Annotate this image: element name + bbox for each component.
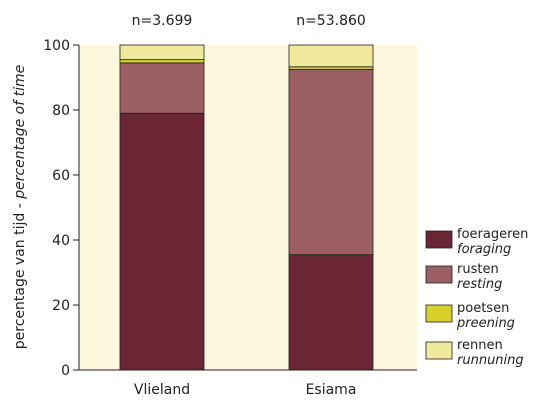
y-tick-label: 20 [52, 298, 70, 314]
y-tick-label: 0 [61, 363, 70, 379]
sample-size-labels-group: n=3.699 n=53.860 [132, 13, 366, 29]
y-axis-label-separator: - [12, 199, 28, 213]
y-axis-label: percentage van tijd - percentage of time [12, 65, 28, 350]
y-tick-label: 40 [52, 233, 70, 249]
legend-label-english: resting [457, 277, 502, 292]
bar-segment-runnuning-vlieland [119, 44, 205, 61]
y-tick-label: 60 [52, 168, 70, 184]
legend-swatch-preening [425, 304, 453, 323]
sample-size-label: n=53.860 [296, 13, 366, 29]
bar-segment-resting-esiama [288, 68, 374, 256]
legend-label: rusten [457, 262, 499, 277]
legend-label: rennen [457, 338, 503, 353]
x-tick-label: Vlieland [134, 382, 190, 398]
bars-group [119, 44, 374, 371]
bar-segment-resting-vlieland [119, 62, 205, 114]
y-tick-label: 80 [52, 103, 70, 119]
legend-label-english: foraging [457, 242, 511, 257]
axes-group [78, 45, 417, 371]
bar-segment-foraging-esiama [288, 254, 374, 371]
legend-swatch-runnuning [425, 341, 453, 360]
y-tick-label: 100 [43, 38, 70, 54]
bar-segment-preening-vlieland [119, 59, 205, 64]
bar-segment-foraging-vlieland [119, 112, 205, 371]
legend-label-english: runnuning [457, 353, 524, 368]
legend-label: foerageren [457, 227, 528, 242]
bar-segment-runnuning-esiama [288, 44, 374, 68]
legend-swatch-foraging [425, 230, 453, 249]
y-axis-label-italic: percentage of time [12, 65, 28, 200]
legend-label-english: preening [456, 316, 515, 331]
sample-size-label: n=3.699 [132, 13, 193, 29]
x-tick-label: Esiama [306, 382, 357, 398]
y-ticks-group: 0 20 40 60 80 100 [43, 38, 79, 379]
legend-swatch-resting [425, 265, 453, 284]
legend-label: poetsen [457, 301, 509, 316]
y-axis-label-main: percentage van tijd [12, 213, 28, 350]
x-labels-group: Vlieland Esiama [134, 382, 357, 398]
